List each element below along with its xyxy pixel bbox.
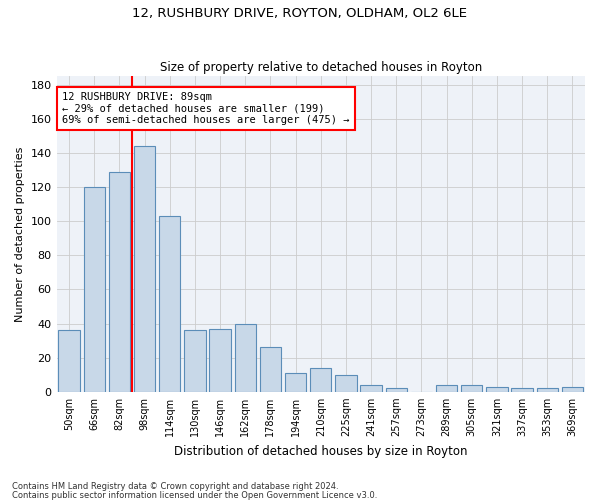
Y-axis label: Number of detached properties: Number of detached properties — [15, 146, 25, 322]
Text: Contains public sector information licensed under the Open Government Licence v3: Contains public sector information licen… — [12, 490, 377, 500]
Bar — [83, 187, 105, 392]
Bar — [109, 172, 130, 392]
Bar — [285, 373, 307, 392]
Bar — [235, 324, 256, 392]
Bar — [562, 386, 583, 392]
Title: Size of property relative to detached houses in Royton: Size of property relative to detached ho… — [160, 60, 482, 74]
Bar — [461, 385, 482, 392]
Bar — [486, 386, 508, 392]
Bar — [511, 388, 533, 392]
Bar — [310, 368, 331, 392]
Bar — [184, 330, 206, 392]
Bar — [209, 328, 231, 392]
Text: Contains HM Land Registry data © Crown copyright and database right 2024.: Contains HM Land Registry data © Crown c… — [12, 482, 338, 491]
Bar — [134, 146, 155, 392]
Bar — [436, 385, 457, 392]
Text: 12, RUSHBURY DRIVE, ROYTON, OLDHAM, OL2 6LE: 12, RUSHBURY DRIVE, ROYTON, OLDHAM, OL2 … — [133, 8, 467, 20]
X-axis label: Distribution of detached houses by size in Royton: Distribution of detached houses by size … — [174, 444, 467, 458]
Text: 12 RUSHBURY DRIVE: 89sqm
← 29% of detached houses are smaller (199)
69% of semi-: 12 RUSHBURY DRIVE: 89sqm ← 29% of detach… — [62, 92, 349, 125]
Bar — [361, 385, 382, 392]
Bar — [536, 388, 558, 392]
Bar — [159, 216, 181, 392]
Bar — [260, 348, 281, 392]
Bar — [58, 330, 80, 392]
Bar — [386, 388, 407, 392]
Bar — [335, 374, 356, 392]
